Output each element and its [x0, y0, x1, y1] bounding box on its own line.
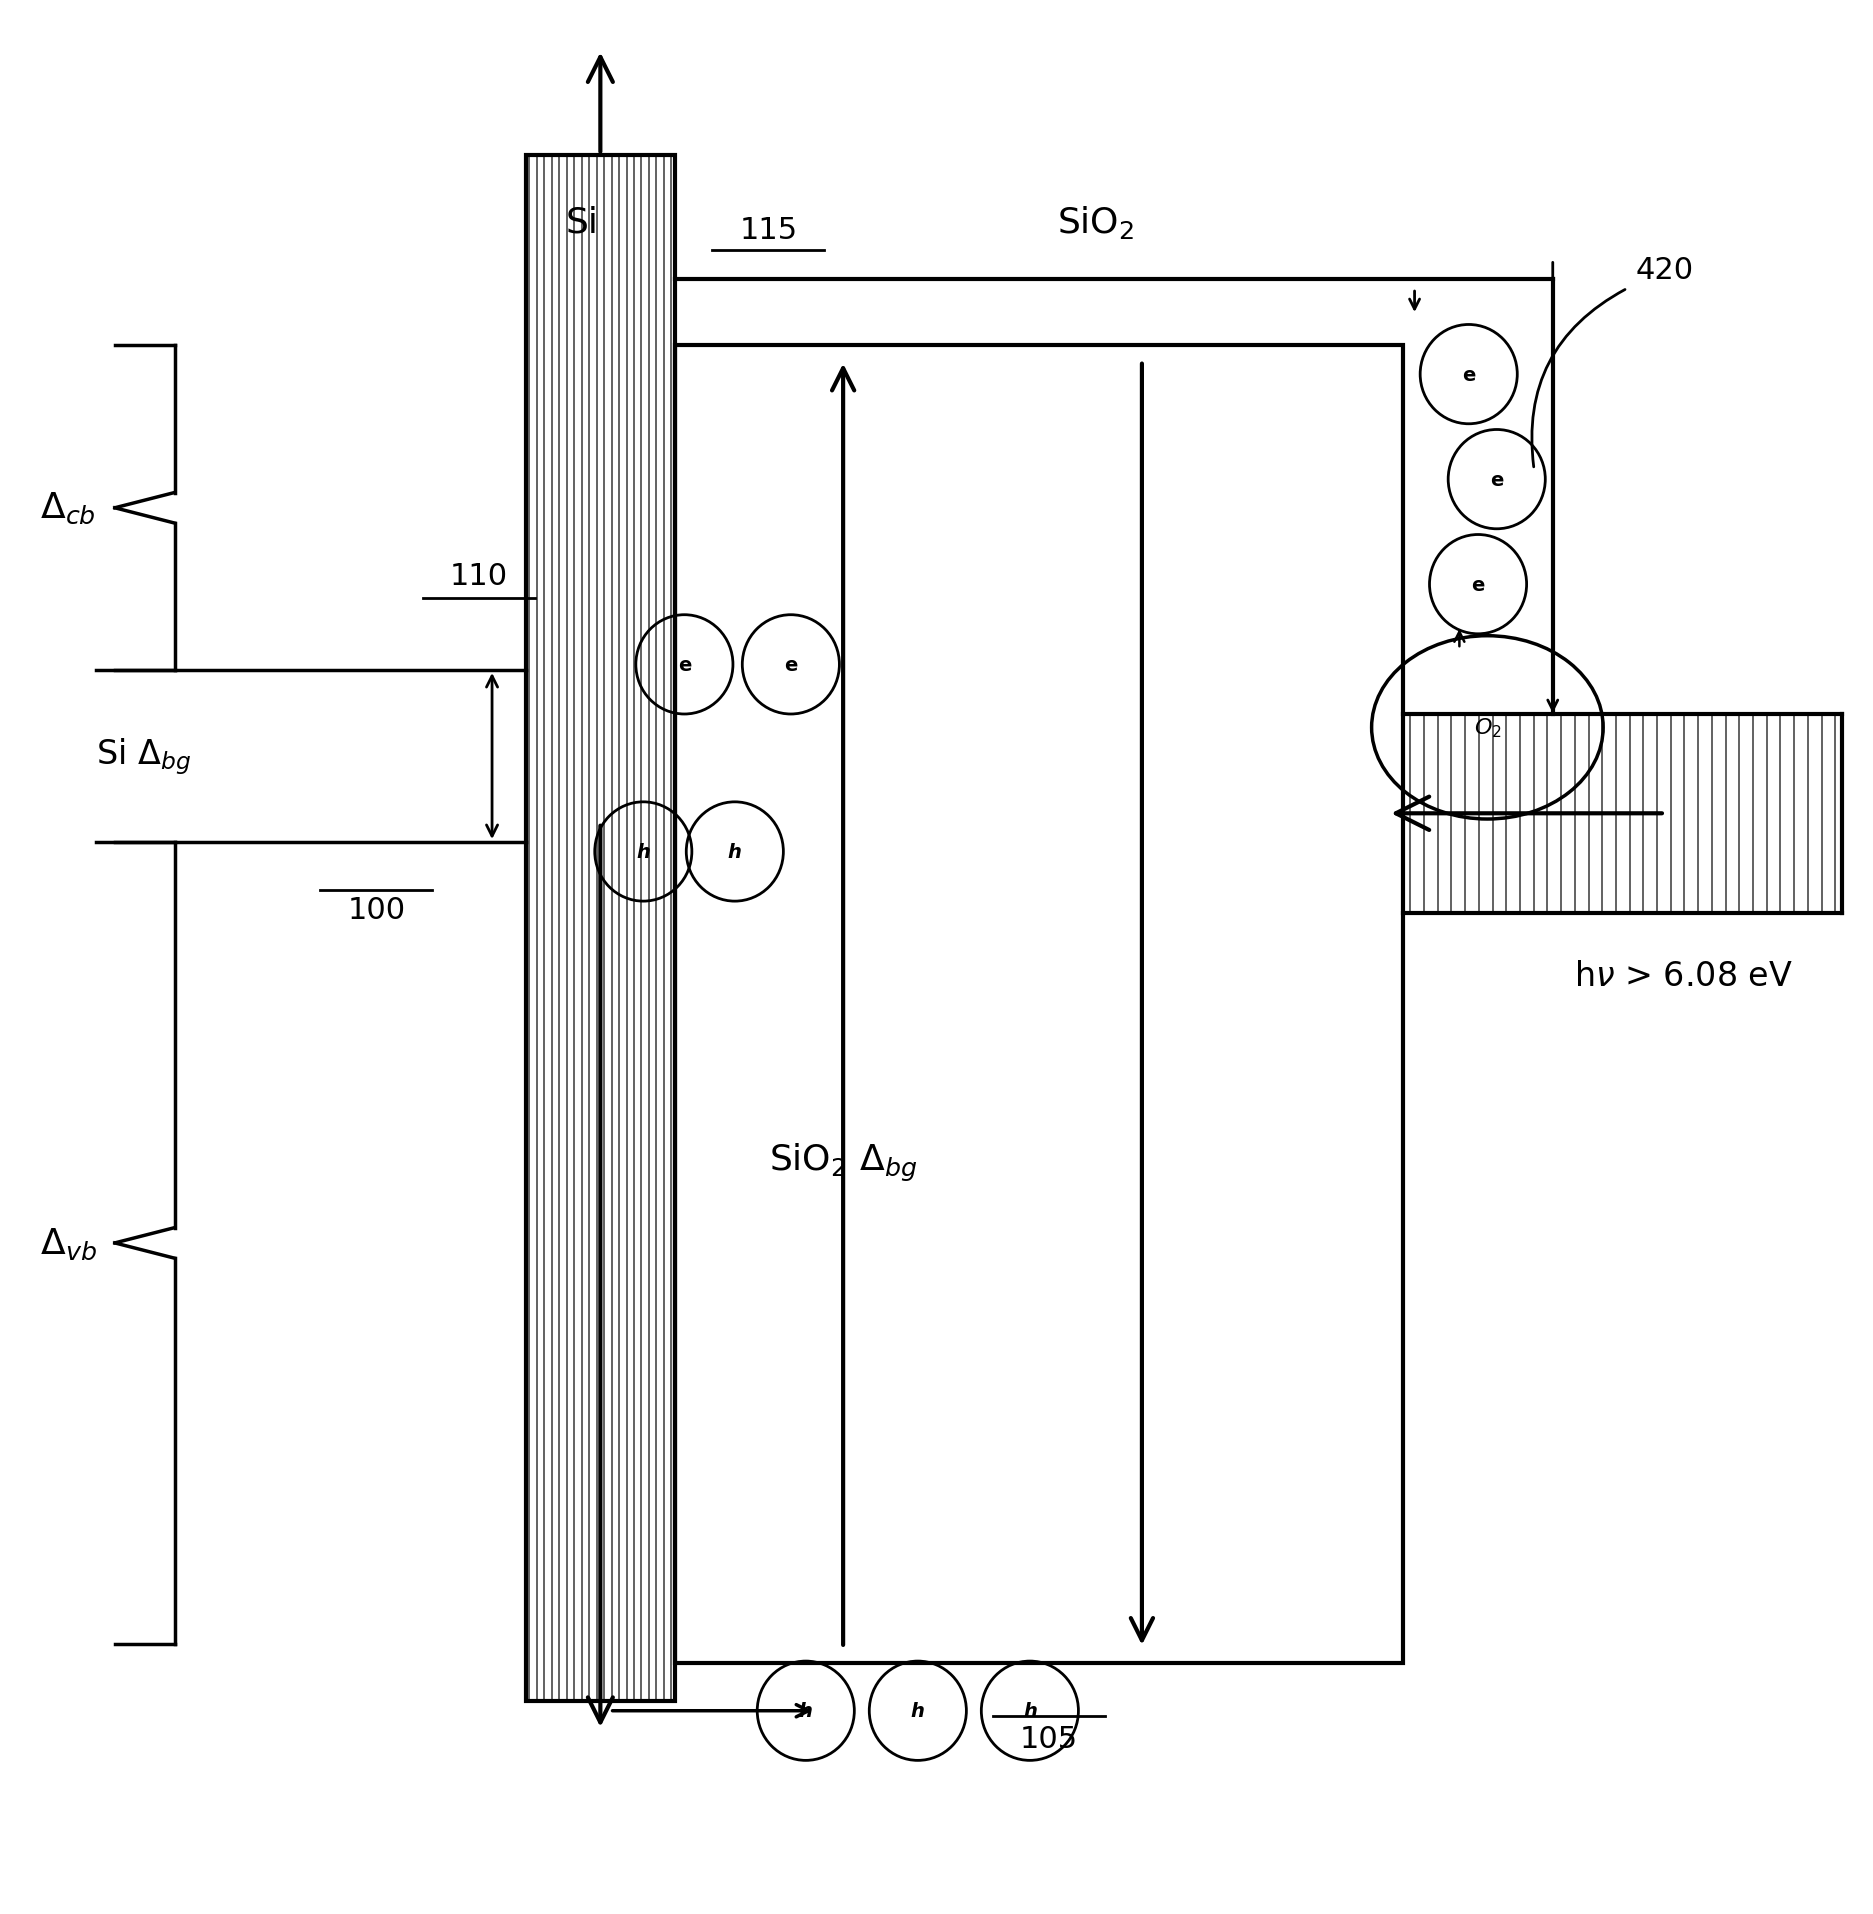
Text: 100: 100: [347, 896, 405, 924]
Bar: [526, 155, 674, 1702]
Text: $\Delta_{vb}$: $\Delta_{vb}$: [39, 1225, 97, 1261]
Text: 115: 115: [740, 216, 798, 245]
Text: 420: 420: [1635, 255, 1693, 285]
Text: e: e: [1491, 471, 1504, 490]
Text: Si $\Delta_{bg}$: Si $\Delta_{bg}$: [96, 737, 191, 777]
Text: h: h: [637, 842, 650, 861]
Text: h$\nu$ > 6.08 eV: h$\nu$ > 6.08 eV: [1573, 959, 1792, 993]
Text: h: h: [800, 1702, 813, 1721]
Text: h: h: [910, 1702, 925, 1721]
Text: SiO$_2$ $\Delta_{bg}$: SiO$_2$ $\Delta_{bg}$: [770, 1141, 918, 1183]
Text: 105: 105: [1019, 1725, 1077, 1753]
Text: SiO$_2$: SiO$_2$: [1056, 203, 1133, 241]
Text: Si: Si: [566, 205, 597, 239]
Text: $\Delta_{cb}$: $\Delta_{cb}$: [39, 490, 96, 526]
Text: 110: 110: [450, 561, 508, 591]
Bar: [674, 346, 1403, 1663]
Text: e: e: [678, 655, 691, 674]
Text: e: e: [1472, 576, 1485, 595]
Text: h: h: [729, 842, 742, 861]
Text: e: e: [785, 655, 798, 674]
Text: $O_2$: $O_2$: [1474, 716, 1502, 741]
Text: h: h: [1023, 1702, 1038, 1721]
Text: e: e: [1463, 366, 1476, 385]
